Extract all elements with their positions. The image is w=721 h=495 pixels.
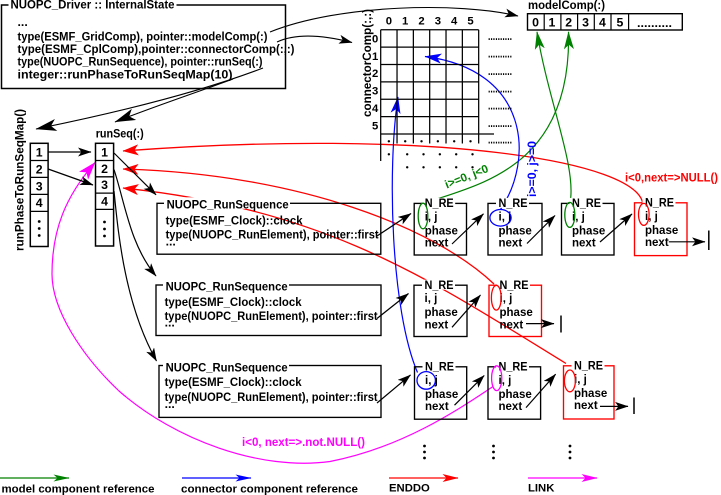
svg-text:next: next	[425, 319, 449, 331]
svg-text:3: 3	[582, 15, 589, 29]
svg-text:type(NUOPC_RunElement), pointe: type(NUOPC_RunElement), pointer::first	[165, 309, 378, 323]
svg-text:LINK: LINK	[528, 483, 555, 495]
svg-text:i<0,next=>NULL(): i<0,next=>NULL()	[625, 173, 718, 185]
svg-text:i>=0, j<0: i>=0, j<0	[443, 163, 490, 191]
svg-text:runSeq(:): runSeq(:)	[96, 129, 144, 141]
svg-text:...: ...	[165, 316, 175, 330]
svg-text:phase: phase	[645, 225, 678, 237]
svg-text:i, j: i, j	[574, 374, 587, 386]
svg-text:3: 3	[372, 86, 378, 98]
svg-text:..........: ..........	[637, 16, 672, 30]
svg-text:1: 1	[548, 15, 555, 29]
svg-text:4: 4	[372, 103, 379, 115]
svg-text:2: 2	[372, 68, 378, 80]
svg-text:i>=0, j>=0: i>=0, j>=0	[527, 141, 539, 197]
svg-text:5: 5	[616, 15, 623, 29]
svg-text:...: ...	[18, 15, 28, 29]
svg-text:next: next	[499, 401, 523, 413]
svg-text:5: 5	[372, 120, 378, 132]
svg-text:...: ...	[166, 235, 176, 249]
svg-text:next: next	[425, 238, 449, 250]
svg-text:0: 0	[386, 15, 392, 27]
svg-text:4: 4	[36, 196, 43, 210]
svg-text:model component reference: model component reference	[2, 484, 155, 495]
svg-text:5: 5	[467, 15, 473, 27]
svg-text:..........: ..........	[488, 132, 512, 146]
svg-text:N_RE: N_RE	[425, 362, 454, 374]
svg-text:i<0, next=>.not.NULL(): i<0, next=>.not.NULL()	[242, 437, 365, 449]
svg-text:phase: phase	[572, 225, 605, 237]
svg-text:N_RE: N_RE	[572, 198, 601, 210]
svg-text:..........: ..........	[488, 29, 512, 43]
svg-text:4: 4	[101, 195, 108, 209]
svg-text:..........: ..........	[488, 116, 512, 130]
svg-text:..........: ..........	[488, 99, 512, 113]
svg-text:N_RE: N_RE	[499, 362, 528, 374]
svg-text:phase: phase	[425, 225, 458, 237]
svg-text:next: next	[500, 319, 524, 331]
svg-text:1: 1	[372, 51, 378, 63]
svg-text:runPhaseToRunSeqMap(): runPhaseToRunSeqMap()	[13, 109, 27, 251]
svg-text:3: 3	[101, 178, 108, 192]
svg-text:..........: ..........	[488, 47, 512, 61]
svg-text:phase: phase	[425, 389, 458, 401]
svg-text:..........: ..........	[488, 64, 512, 78]
svg-text:N_RE: N_RE	[425, 198, 454, 210]
svg-text:type(ESMF_CplComp),pointer::co: type(ESMF_CplComp),pointer::connectorCom…	[18, 42, 295, 56]
svg-text:0: 0	[532, 15, 539, 29]
svg-text:type(NUOPC_RunElement), pointe: type(NUOPC_RunElement), pointer::first	[165, 390, 378, 404]
svg-text:i, j: i, j	[645, 211, 658, 223]
svg-text:1: 1	[36, 146, 43, 160]
svg-text:connector component reference: connector component reference	[181, 484, 358, 495]
svg-text:0: 0	[372, 33, 378, 45]
svg-text:ENDDO: ENDDO	[389, 483, 430, 495]
svg-text:3: 3	[36, 179, 43, 193]
svg-text:next: next	[645, 237, 669, 249]
svg-text:N_RE: N_RE	[574, 361, 603, 373]
svg-text:2: 2	[36, 162, 43, 176]
svg-text:type(ESMF_Clock)::clock: type(ESMF_Clock)::clock	[165, 375, 302, 389]
svg-text:...: ...	[165, 397, 175, 411]
svg-text:i, j: i, j	[500, 293, 513, 305]
svg-text:next: next	[425, 401, 449, 413]
svg-text:type(ESMF_Clock)::clock: type(ESMF_Clock)::clock	[166, 214, 303, 228]
svg-text:1: 1	[402, 15, 408, 27]
svg-text:phase: phase	[499, 389, 532, 401]
svg-text:next: next	[499, 238, 523, 250]
svg-text:next: next	[574, 400, 598, 412]
svg-text:type(NUOPC_RunSequence), point: type(NUOPC_RunSequence), pointer::runSeq…	[18, 54, 263, 68]
svg-text:phase: phase	[500, 307, 533, 319]
svg-text:i, j: i, j	[425, 293, 438, 305]
svg-text:3: 3	[435, 15, 441, 27]
svg-text:type(ESMF_GridComp), pointer::: type(ESMF_GridComp), pointer::modelComp(…	[18, 30, 268, 44]
svg-text:..........: ..........	[488, 81, 512, 95]
svg-text:NUOPC_RunSequence: NUOPC_RunSequence	[166, 361, 288, 375]
svg-text:4: 4	[599, 15, 606, 29]
svg-text:2: 2	[565, 15, 572, 29]
svg-text:1: 1	[101, 146, 108, 160]
svg-text:connectorComp(:,:): connectorComp(:,:)	[360, 9, 374, 117]
svg-text:type(NUOPC_RunElement), pointe: type(NUOPC_RunElement), pointer::first	[166, 228, 379, 242]
svg-text:phase: phase	[574, 388, 607, 400]
svg-text:NUOPC_RunSequence: NUOPC_RunSequence	[166, 279, 288, 293]
svg-text:4: 4	[451, 15, 458, 27]
svg-text:integer::runPhaseToRunSeqMap(1: integer::runPhaseToRunSeqMap(10)	[18, 68, 233, 82]
svg-text:2: 2	[101, 162, 108, 176]
svg-text:next: next	[572, 238, 596, 250]
svg-text:N_RE: N_RE	[499, 198, 528, 210]
svg-text:i, j: i, j	[499, 211, 512, 223]
svg-text:N_RE: N_RE	[425, 280, 454, 292]
svg-text:modelComp(:): modelComp(:)	[528, 0, 605, 12]
svg-text:N_RE: N_RE	[500, 280, 529, 292]
svg-text:i, j: i, j	[425, 211, 438, 223]
svg-text:N_RE: N_RE	[645, 198, 674, 210]
svg-text:phase: phase	[499, 225, 532, 237]
svg-text:type(ESMF_Clock)::clock: type(ESMF_Clock)::clock	[165, 295, 302, 309]
svg-text:2: 2	[418, 15, 424, 27]
svg-text:NUOPC_RunSequence: NUOPC_RunSequence	[167, 198, 289, 212]
svg-text:NUOPC_Driver :: InternalState: NUOPC_Driver :: InternalState	[11, 0, 175, 12]
svg-text:phase: phase	[425, 307, 458, 319]
